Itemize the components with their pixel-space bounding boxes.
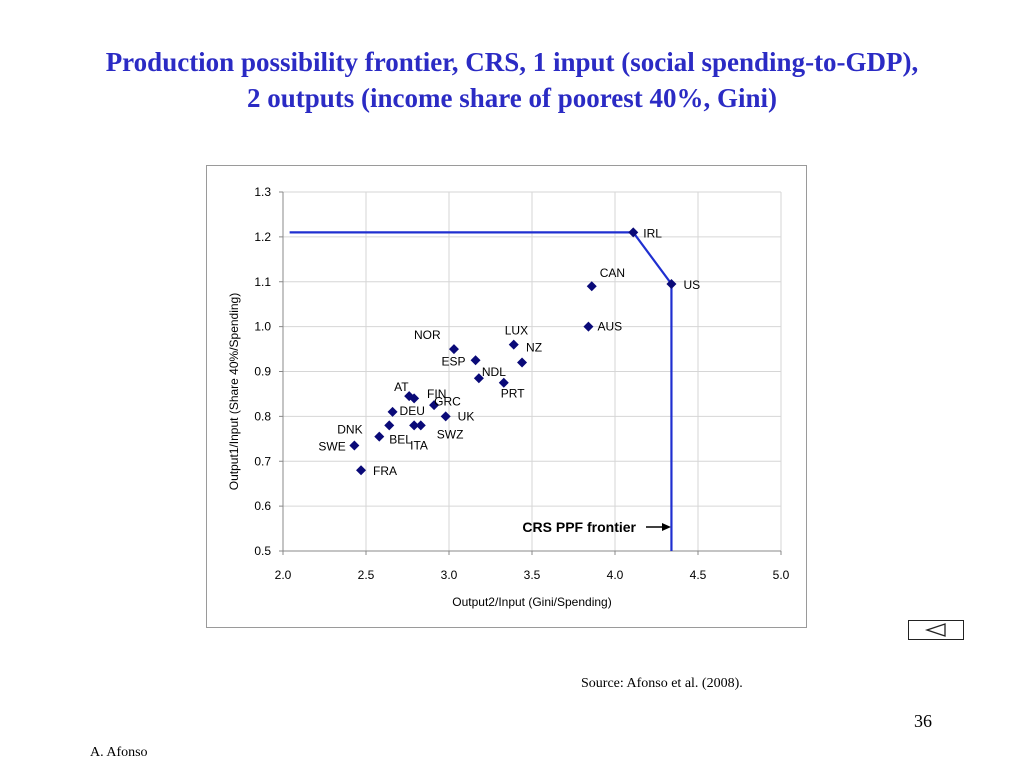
source-note: Source: Afonso et al. (2008). (581, 676, 743, 691)
point-label-deu: DEU (400, 404, 425, 418)
x-tick-label: 4.5 (690, 568, 707, 582)
point-label-esp: ESP (442, 354, 466, 368)
x-tick-label: 3.5 (524, 568, 541, 582)
chart-grid (282, 191, 782, 552)
point-label-ita: ITA (410, 438, 428, 452)
data-point-uk (440, 411, 451, 422)
data-point-swe (349, 440, 360, 451)
data-point-deu (387, 406, 398, 417)
point-label-swz: SWZ (437, 427, 464, 441)
data-point-dnk (384, 420, 395, 431)
data-point-irl (628, 227, 639, 238)
data-point-lux (508, 339, 519, 350)
y-axis-title: Output1/Input (Share 40%/Spending) (227, 293, 241, 490)
data-point-swz (415, 420, 426, 431)
point-label-fra: FRA (373, 464, 397, 478)
data-point-ndl (473, 373, 484, 384)
point-label-prt: PRT (501, 387, 525, 401)
point-label-us: US (683, 278, 700, 292)
data-point-fra (356, 465, 367, 476)
point-label-dnk: DNK (337, 422, 362, 436)
data-point-bel (374, 431, 385, 442)
point-label-ndl: NDL (482, 365, 506, 379)
data-point-grc (409, 393, 420, 404)
y-tick-label: 0.7 (254, 454, 271, 468)
point-label-swe: SWE (318, 440, 345, 454)
frontier-layer (289, 231, 673, 551)
y-tick-label: 0.8 (254, 409, 271, 423)
frontier-line (289, 231, 673, 551)
y-tick-label: 1.3 (254, 185, 271, 199)
point-label-uk: UK (458, 409, 475, 423)
slide-title: Production possibility frontier, CRS, 1 … (0, 44, 1024, 116)
point-label-nor: NOR (414, 328, 441, 342)
frontier-annotation: CRS PPF frontier (522, 519, 636, 535)
x-tick-label: 3.0 (441, 568, 458, 582)
data-point-can (586, 281, 597, 292)
annotation-layer: CRS PPF frontier (522, 519, 671, 535)
point-label-fin: FIN (427, 387, 446, 401)
data-point-aus (583, 321, 594, 332)
data-point-ita (409, 420, 420, 431)
page-number: 36 (914, 711, 932, 731)
y-tick-label: 1.1 (254, 275, 271, 289)
y-tick-label: 1.0 (254, 320, 271, 334)
points-layer (349, 227, 677, 476)
x-tick-label: 4.0 (607, 568, 624, 582)
data-point-fin (429, 400, 440, 411)
point-label-bel: BEL (389, 433, 412, 447)
annotation-arrow-head (662, 523, 671, 531)
point-label-at: AT (394, 380, 409, 394)
x-tick-label: 2.5 (358, 568, 375, 582)
point-label-grc: GRC (434, 394, 461, 408)
slide-title-line-1: Production possibility frontier, CRS, 1 … (105, 47, 919, 77)
triangle-left-icon (924, 623, 946, 637)
data-point-nz (517, 357, 528, 368)
data-point-nor (448, 344, 459, 355)
y-tick-label: 0.9 (254, 365, 271, 379)
x-axis-title: Output2/Input (Gini/Spending) (452, 595, 611, 609)
x-tick-label: 5.0 (773, 568, 790, 582)
y-tick-label: 0.6 (254, 499, 271, 513)
back-button[interactable] (908, 620, 964, 640)
chart-ticks: 0.5 0.6 0.7 0.8 0.9 1.0 1.1 1.2 1.3 2.0 2.5 3.0 3.5 4… (254, 185, 789, 582)
data-point-esp (470, 355, 481, 366)
axis-titles: Output2/Input (Gini/Spending) Output1/Inp… (227, 293, 612, 609)
point-label-nz: NZ (526, 341, 542, 355)
y-tick-label: 0.5 (254, 544, 271, 558)
data-point-us (666, 278, 677, 289)
point-label-irl: IRL (643, 226, 662, 240)
slide-title-line-2: 2 outputs (income share of poorest 40%, … (246, 83, 777, 113)
x-tick-label: 2.0 (275, 568, 292, 582)
point-label-lux: LUX (505, 324, 528, 338)
point-label-can: CAN (600, 266, 625, 280)
author-name: A. Afonso (90, 745, 148, 760)
point-label-aus: AUS (597, 320, 622, 334)
data-point-prt (498, 377, 509, 388)
y-tick-label: 1.2 (254, 230, 271, 244)
